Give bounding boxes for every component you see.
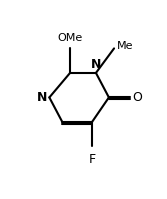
Text: F: F (89, 153, 96, 166)
Text: N: N (36, 91, 47, 104)
Text: Me: Me (117, 41, 134, 51)
Text: N: N (91, 58, 101, 71)
Text: O: O (132, 91, 142, 104)
Text: OMe: OMe (57, 33, 83, 43)
